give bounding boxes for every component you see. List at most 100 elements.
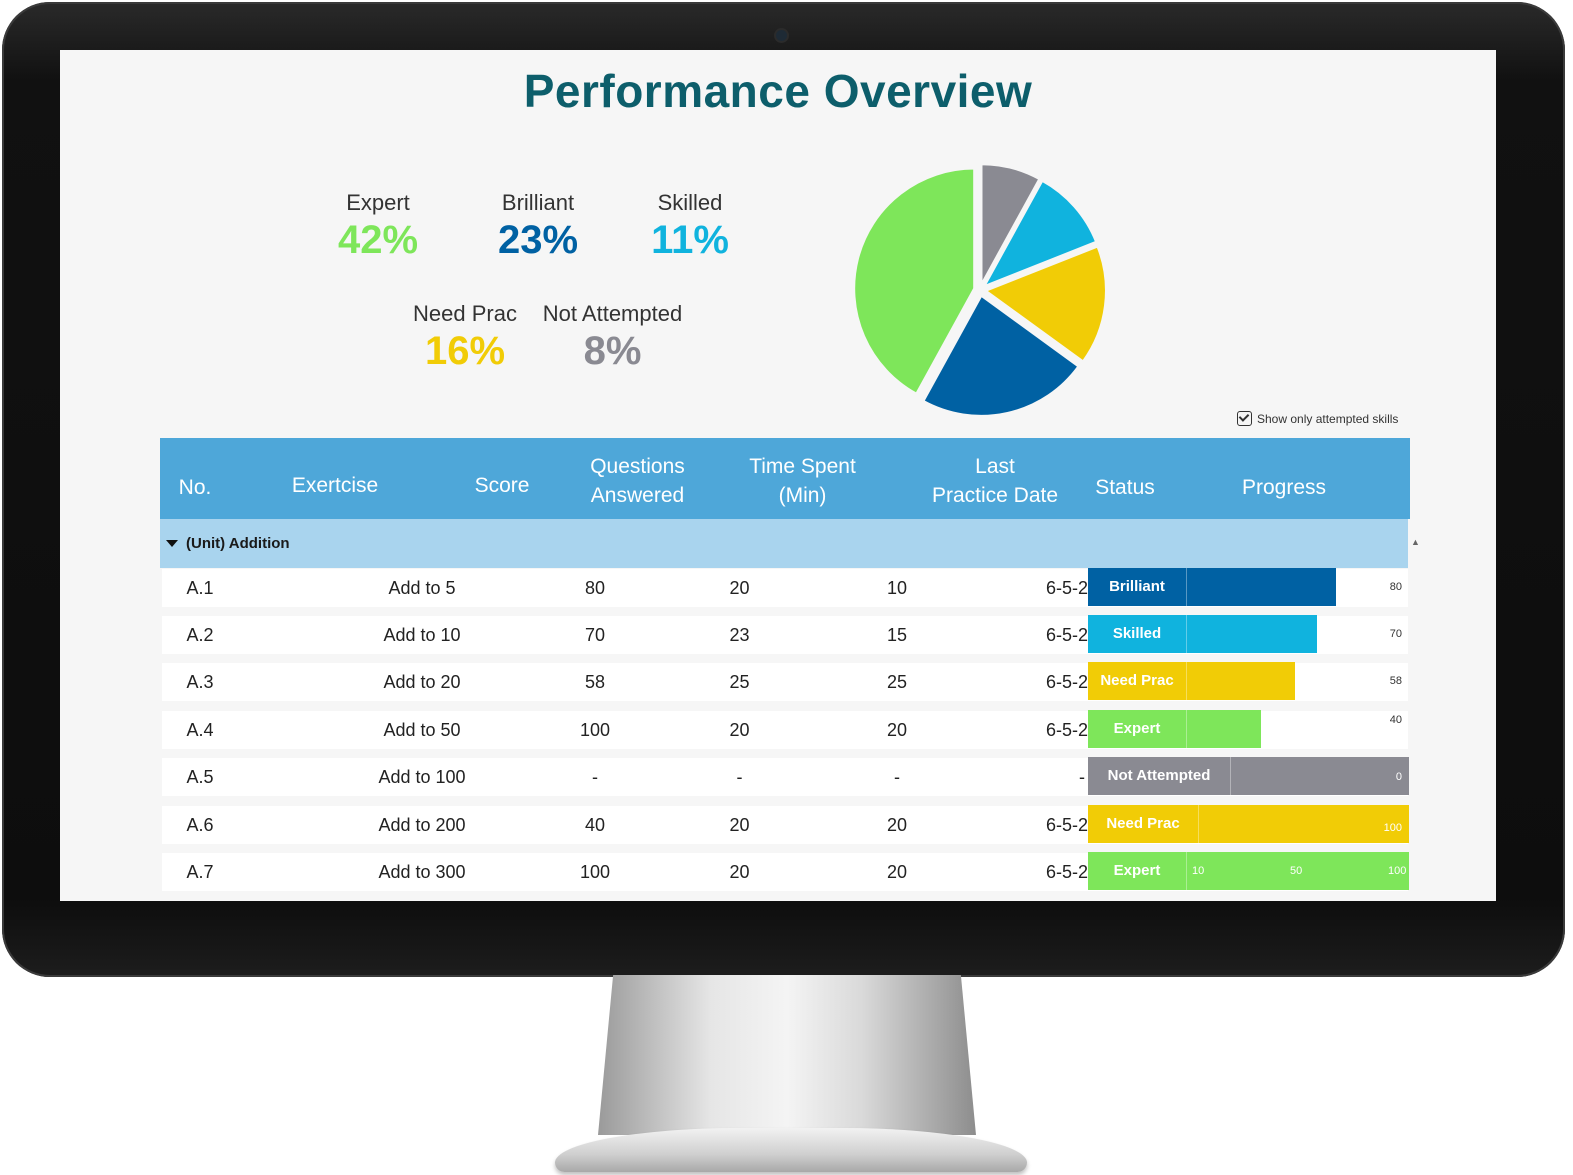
cell-no: A.5 <box>186 767 214 787</box>
stat-expert: Expert 42% <box>328 190 428 263</box>
table-row[interactable]: A.6 Add to 200 40 20 20 6-5-2017 Need Prac 100 <box>162 805 1409 844</box>
cell-score: 100 <box>579 862 611 882</box>
progress-fill <box>1186 568 1336 606</box>
stat-value: 8% <box>583 329 642 373</box>
attempted-filter-label: Show only attempted skills <box>1257 411 1399 426</box>
table-row[interactable]: A.2 Add to 10 70 23 15 6-5-2017 Skilled 70 <box>162 615 1408 654</box>
header-status[interactable]: Status <box>1095 476 1155 499</box>
header-questions[interactable]: Questions Answered <box>570 452 705 510</box>
progress-bar <box>1198 805 1409 843</box>
progress-bar <box>1186 662 1408 700</box>
cell-no: A.3 <box>186 672 214 692</box>
progress-value: 58 <box>1389 675 1402 687</box>
cell-questions: 25 <box>729 672 750 692</box>
progress-fill <box>1186 662 1295 700</box>
header-exercise[interactable]: Exertcise <box>291 474 379 497</box>
header-time-line2: (Min) <box>778 484 827 507</box>
progress-fill <box>1230 757 1409 795</box>
cell-no: A.1 <box>186 578 214 598</box>
header-time-line1: Time Spent <box>749 455 856 478</box>
stat-value: 23% <box>497 218 579 262</box>
progress-tick-label: 10 <box>1192 865 1205 877</box>
webcam-dot <box>776 30 787 41</box>
table-header: No. Exertcise Score Questions Answered T… <box>160 438 1410 519</box>
header-questions-line2: Answered <box>590 484 685 507</box>
header-score[interactable]: Score <box>474 474 530 497</box>
status-badge: Not Attempted <box>1088 757 1230 795</box>
header-last-practice[interactable]: Last Practice Date <box>915 452 1075 510</box>
checkbox-checked-icon[interactable] <box>1237 411 1252 426</box>
progress-tick-label: 100 <box>1388 865 1407 877</box>
cell-time: 15 <box>886 625 908 645</box>
caret-down-icon[interactable] <box>166 540 178 547</box>
cell-exercise: Add to 50 <box>383 720 461 740</box>
cell-score: 40 <box>584 815 606 835</box>
cell-date: - <box>1079 767 1085 787</box>
status-badge: Need Prac <box>1088 805 1198 843</box>
progress-value: 0 <box>1395 771 1402 783</box>
progress-value: 100 <box>1383 822 1402 834</box>
progress-value: 40 <box>1389 714 1402 726</box>
progress-fill <box>1186 852 1409 890</box>
cell-time: 20 <box>886 862 908 882</box>
progress-value: 80 <box>1389 581 1402 593</box>
cell-score: 80 <box>584 578 606 598</box>
cell-score: - <box>592 767 598 787</box>
pie-slice-not-attempted <box>980 163 1041 285</box>
cell-time: - <box>894 767 900 787</box>
cell-no: A.7 <box>186 862 214 882</box>
header-time-spent[interactable]: Time Spent (Min) <box>735 452 870 510</box>
progress-bar <box>1230 757 1409 795</box>
scroll-up-icon[interactable]: ▲ <box>1411 537 1420 547</box>
status-badge: Skilled <box>1088 615 1186 653</box>
attempted-filter[interactable]: Show only attempted skills <box>1237 411 1398 426</box>
stat-not-attempted: Not Attempted 8% <box>535 301 690 374</box>
progress-bar <box>1186 615 1408 653</box>
cell-time: 25 <box>886 672 908 692</box>
cell-no: A.4 <box>186 720 214 740</box>
cell-questions: 20 <box>729 862 750 882</box>
table-row[interactable]: A.3 Add to 20 58 25 25 6-5-2017 Need Prac 58 <box>162 662 1408 701</box>
cell-no: A.6 <box>186 815 214 835</box>
stat-value: 11% <box>651 218 729 262</box>
cell-score: 100 <box>579 720 611 740</box>
stat-label: Need Prac <box>413 301 517 326</box>
cell-time: 20 <box>886 815 908 835</box>
cell-exercise: Add to 200 <box>378 815 466 835</box>
header-questions-line1: Questions <box>590 455 685 478</box>
cell-time: 10 <box>886 578 908 598</box>
progress-fill <box>1186 615 1318 653</box>
group-row-addition[interactable]: (Unit) Addition <box>160 519 1408 568</box>
monitor-stand-base <box>555 1128 1027 1172</box>
stat-label: Skilled <box>657 190 723 215</box>
table-row[interactable]: A.7 Add to 300 100 20 20 6-5-2017 Expert 10 50 10… <box>162 852 1409 891</box>
header-progress[interactable]: Progress <box>1241 476 1327 499</box>
cell-questions: - <box>736 767 743 787</box>
pie-slice-skilled <box>982 179 1098 288</box>
table-row[interactable]: A.1 Add to 5 80 20 10 6-5-2017 Brilliant 80 <box>162 568 1408 607</box>
performance-pie-chart <box>853 163 1107 417</box>
pie-slice-need-prac <box>983 245 1107 363</box>
table-row[interactable]: A.4 Add to 50 100 20 20 6-5-2017 Expert 40 <box>162 710 1408 749</box>
cell-exercise: Add to 5 <box>388 578 456 598</box>
cell-no: A.2 <box>186 625 214 645</box>
table-row[interactable]: A.5 Add to 100- - - - Not Attempted 0 <box>162 757 1409 796</box>
stat-skilled: Skilled 11% <box>640 190 740 263</box>
cell-questions: 20 <box>729 815 750 835</box>
progress-value: 70 <box>1389 628 1402 640</box>
cell-score: 58 <box>584 672 606 692</box>
stat-value: 16% <box>424 329 506 373</box>
cell-questions: 23 <box>729 625 750 645</box>
cell-questions: 20 <box>729 578 750 598</box>
status-badge: Expert <box>1088 710 1186 748</box>
header-no[interactable]: No. <box>178 476 212 499</box>
cell-exercise: Add to 20 <box>383 672 461 692</box>
cell-time: 20 <box>886 720 908 740</box>
cell-score: 70 <box>584 625 606 645</box>
pie-slice-expert <box>853 167 976 396</box>
cell-exercise: Add to 300 <box>378 862 466 882</box>
stat-value: 42% <box>337 218 419 262</box>
header-date-line2: Practice Date <box>931 484 1059 507</box>
stat-brilliant: Brilliant 23% <box>478 190 598 263</box>
status-badge: Need Prac <box>1088 662 1186 700</box>
